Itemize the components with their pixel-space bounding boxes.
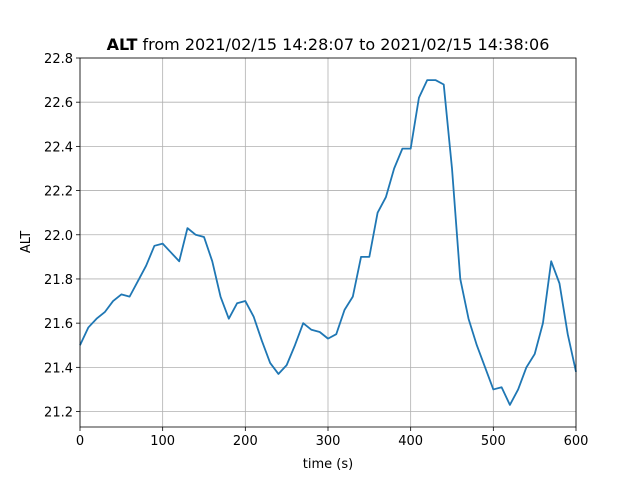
y-tick-label: 22.6 [44, 96, 73, 111]
x-tick-label: 100 [150, 434, 175, 449]
x-tick-label: 400 [398, 434, 423, 449]
data-line [79, 79, 577, 406]
y-tick-label: 22.4 [44, 140, 73, 155]
y-tick-label: 21.6 [44, 317, 73, 332]
plot-frame [79, 57, 577, 428]
x-tick-label: 0 [76, 434, 84, 449]
y-axis-label: ALT [19, 231, 34, 253]
y-tick-label: 21.8 [44, 273, 73, 288]
y-tick-label: 22.8 [44, 52, 73, 67]
y-tick-label: 21.4 [44, 361, 73, 376]
y-tick-label: 21.2 [44, 406, 73, 421]
title-name: ALT [107, 35, 138, 54]
x-tick-label: 300 [316, 434, 341, 449]
y-tick-label: 22.2 [44, 185, 73, 200]
x-tick-label: 500 [481, 434, 506, 449]
x-tick-label: 200 [233, 434, 258, 449]
title-rest: from 2021/02/15 14:28:07 to 2021/02/15 1… [143, 35, 550, 54]
x-axis-label: time (s) [303, 457, 353, 472]
chart-title: ALT from 2021/02/15 14:28:07 to 2021/02/… [107, 35, 550, 54]
x-tick-label: 600 [564, 434, 589, 449]
y-tick-label: 22.0 [44, 229, 73, 244]
